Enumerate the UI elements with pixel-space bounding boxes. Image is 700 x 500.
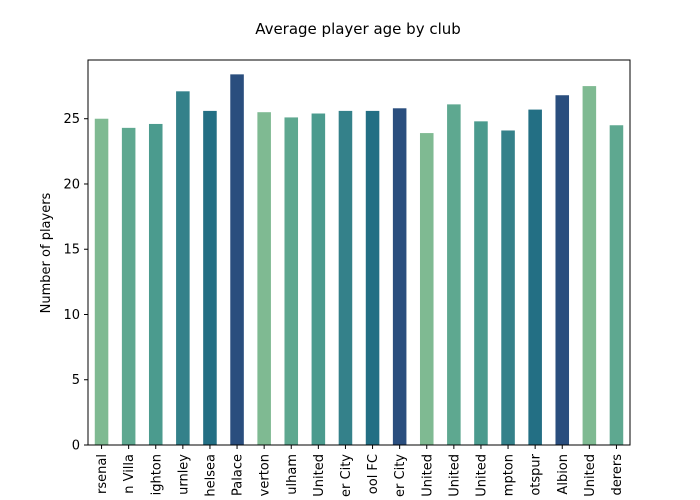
bar-20	[609, 125, 624, 445]
x-tick-label: United	[312, 454, 327, 497]
x-tick-label: United	[420, 454, 435, 497]
bar-8	[284, 117, 299, 446]
y-tick-label: 15	[63, 243, 80, 258]
x-tick-label: United	[474, 454, 489, 497]
x-tick-label: er City	[339, 454, 354, 497]
bar-7	[257, 112, 271, 445]
x-tick-label: verton	[258, 454, 273, 496]
x-tick-label: ighton	[149, 454, 164, 495]
chart-title: Average player age by club	[255, 20, 461, 38]
x-tick-label: mpton	[502, 454, 517, 496]
x-tick-label: n Villa	[122, 454, 137, 494]
bar-13	[419, 133, 434, 445]
x-axis-ticks: rsenal n Villa ighton urnley helsea Palace ver…	[95, 445, 625, 497]
y-axis-label: Number of players	[39, 192, 54, 313]
bar-16	[501, 130, 515, 445]
bar-14	[447, 104, 461, 446]
bar-1	[94, 118, 109, 445]
x-tick-label: otspur	[529, 453, 544, 495]
plot-frame	[87, 59, 631, 446]
bar-18	[555, 95, 570, 446]
y-tick-label: 5	[72, 373, 80, 388]
y-tick-label: 20	[63, 177, 80, 192]
bar-12	[392, 108, 407, 445]
y-tick-label: 0	[72, 439, 80, 454]
bar-9	[311, 113, 326, 445]
y-axis-ticks: 0 5 10 15 20 25	[63, 112, 88, 454]
bar-4	[176, 91, 190, 445]
x-tick-label: derers	[610, 454, 625, 496]
bar-5	[203, 110, 217, 446]
x-tick-label: ulham	[285, 454, 300, 495]
bar-6	[230, 74, 244, 446]
bar-17	[528, 109, 542, 445]
bar-2	[121, 127, 136, 446]
bars-layer	[94, 74, 624, 446]
x-tick-label: ool FC	[366, 454, 381, 494]
y-tick-label: 10	[63, 308, 80, 323]
x-tick-label: United	[583, 454, 598, 497]
bar-15	[474, 121, 488, 445]
bar-3	[148, 123, 163, 445]
bar-11	[365, 110, 380, 446]
x-tick-label: rsenal	[95, 454, 110, 494]
bar-19	[582, 86, 597, 445]
x-tick-label: Palace	[231, 454, 246, 496]
bar-10	[338, 110, 353, 446]
x-tick-label: er City	[393, 454, 408, 497]
x-tick-label: Albion	[556, 454, 571, 495]
x-tick-label: United	[447, 454, 462, 497]
y-tick-label: 25	[63, 112, 80, 127]
x-tick-label: urnley	[176, 454, 191, 495]
x-tick-label: helsea	[203, 454, 218, 497]
